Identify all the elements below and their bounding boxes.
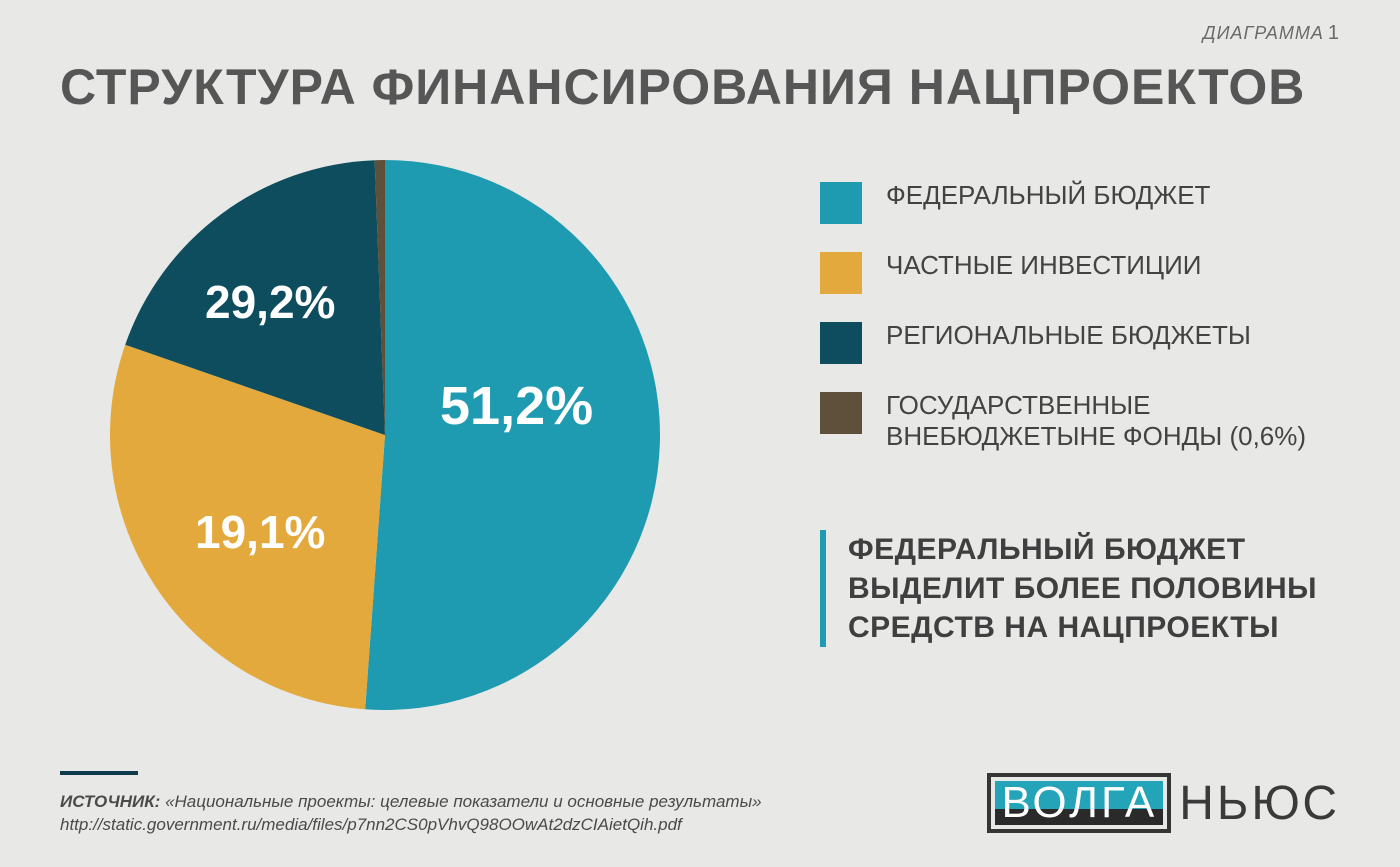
legend-swatch bbox=[820, 392, 862, 434]
pie-slice-label: 29,2% bbox=[205, 275, 335, 329]
callout-text: ФЕДЕРАЛЬНЫЙ БЮДЖЕТ ВЫДЕЛИТ БОЛЕЕ ПОЛОВИН… bbox=[848, 530, 1400, 647]
diagram-number-label: ДИАГРАММА1 bbox=[1203, 22, 1340, 45]
source-citation: «Национальные проекты: целевые показател… bbox=[165, 792, 761, 811]
pie-slice-label: 51,2% bbox=[440, 375, 593, 437]
legend-label: ГОСУДАРСТВЕННЫЕ ВНЕБЮДЖЕТЫНЕ ФОНДЫ (0,6%… bbox=[886, 390, 1326, 452]
legend-swatch bbox=[820, 322, 862, 364]
legend-swatch bbox=[820, 182, 862, 224]
pie-slice-label: 19,1% bbox=[195, 505, 325, 559]
legend-item: ЧАСТНЫЕ ИНВЕСТИЦИИ bbox=[820, 250, 1326, 294]
logo-left-box: ВОЛГА bbox=[987, 773, 1171, 833]
legend-label: ЧАСТНЫЕ ИНВЕСТИЦИИ bbox=[886, 250, 1202, 281]
legend-label: ФЕДЕРАЛЬНЫЙ БЮДЖЕТ bbox=[886, 180, 1210, 211]
source-divider bbox=[60, 771, 138, 775]
logo-left-text: ВОЛГА bbox=[1001, 781, 1157, 825]
volga-news-logo: ВОЛГА НЬЮС bbox=[987, 773, 1340, 833]
legend: ФЕДЕРАЛЬНЫЙ БЮДЖЕТ ЧАСТНЫЕ ИНВЕСТИЦИИ РЕГИ… bbox=[820, 180, 1326, 478]
source-block: ИСТОЧНИК: «Национальные проекты: целевые… bbox=[60, 771, 762, 837]
page-title: СТРУКТУРА ФИНАНСИРОВАНИЯ НАЦПРОЕКТОВ bbox=[60, 58, 1305, 116]
source-text: ИСТОЧНИК: «Национальные проекты: целевые… bbox=[60, 791, 762, 837]
diagram-number: 1 bbox=[1328, 22, 1340, 44]
source-url: http://static.government.ru/media/files/… bbox=[60, 815, 682, 834]
callout: ФЕДЕРАЛЬНЫЙ БЮДЖЕТ ВЫДЕЛИТ БОЛЕЕ ПОЛОВИН… bbox=[820, 530, 1400, 647]
legend-label: РЕГИОНАЛЬНЫЕ БЮДЖЕТЫ bbox=[886, 320, 1251, 351]
legend-item: ФЕДЕРАЛЬНЫЙ БЮДЖЕТ bbox=[820, 180, 1326, 224]
legend-swatch bbox=[820, 252, 862, 294]
legend-item: РЕГИОНАЛЬНЫЕ БЮДЖЕТЫ bbox=[820, 320, 1326, 364]
logo-right-text: НЬЮС bbox=[1179, 776, 1340, 831]
source-label: ИСТОЧНИК: bbox=[60, 792, 160, 811]
legend-item: ГОСУДАРСТВЕННЫЕ ВНЕБЮДЖЕТЫНЕ ФОНДЫ (0,6%… bbox=[820, 390, 1326, 452]
pie-chart: 51,2% 29,2% 19,1% bbox=[110, 160, 660, 710]
diagram-word: ДИАГРАММА bbox=[1203, 23, 1324, 43]
